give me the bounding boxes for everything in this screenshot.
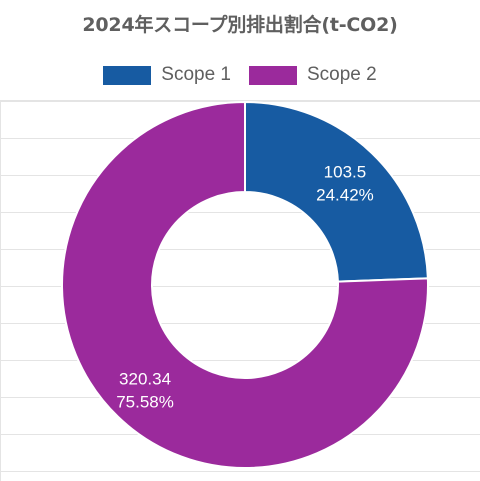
legend-label-scope-2: Scope 2: [307, 64, 377, 85]
slice-percent-label-scope-2: 75.58%: [116, 393, 174, 412]
donut-slice-scope-2[interactable]: [61, 100, 429, 469]
chart-legend: Scope 1 Scope 2: [0, 64, 480, 86]
chart-title: 2024年スコープ別排出割合(t-CO2): [82, 14, 398, 36]
slice-percent-label-scope-1: 24.42%: [316, 185, 374, 204]
legend-swatch-scope-1: [103, 65, 152, 85]
donut-slice-scope-1[interactable]: [244, 100, 429, 283]
legend-label-scope-1: Scope 1: [161, 64, 231, 85]
legend-item-scope-1[interactable]: Scope 1: [103, 64, 231, 86]
slice-value-label-scope-1: 103.5: [324, 162, 367, 181]
legend-item-scope-2[interactable]: Scope 2: [249, 64, 377, 86]
slice-value-label-scope-2: 320.34: [119, 370, 171, 389]
legend-swatch-scope-2: [249, 65, 297, 85]
